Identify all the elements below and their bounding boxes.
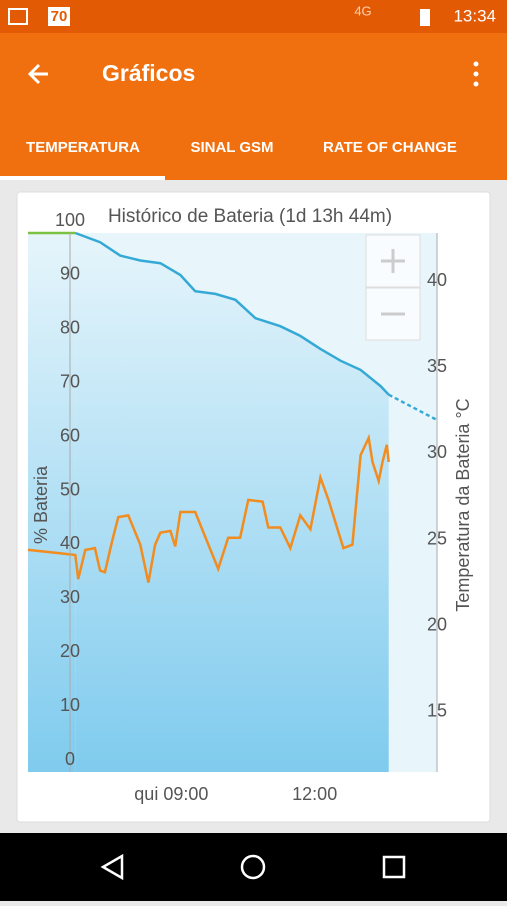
y2-tick-label: 40 [427, 270, 447, 290]
nav-recent[interactable] [382, 855, 406, 879]
status-bar [0, 0, 507, 33]
clock: 13:34 [453, 6, 496, 25]
nav-back[interactable] [100, 853, 124, 881]
y2-tick-label: 35 [427, 356, 447, 376]
y-axis-label: % Bateria [31, 465, 51, 544]
x-tick-label: qui 09:00 [134, 784, 208, 804]
battery-icon [420, 9, 430, 26]
battery-area [75, 233, 389, 772]
tab[interactable]: TEMPERATURA [26, 139, 140, 156]
zoom-out[interactable] [365, 287, 421, 341]
y2-tick-label: 20 [427, 614, 447, 634]
notif-text: 70 [51, 8, 68, 25]
chart-title: Histórico de Bateria (1d 13h 44m) [108, 206, 392, 227]
y-tick-label: 0 [65, 749, 75, 769]
y-tick-label: 40 [60, 533, 80, 553]
app-bar [0, 33, 507, 180]
series-line [74, 231, 390, 396]
zoom-in[interactable] [365, 234, 421, 288]
app-title: Gráficos [102, 60, 195, 86]
y2-tick-label: 15 [427, 700, 447, 720]
y2-tick-label: 30 [427, 442, 447, 462]
y-tick-label: 100 [55, 210, 85, 230]
nav-bar [0, 833, 507, 901]
series-line [388, 393, 438, 422]
y-tick-label: 10 [60, 695, 80, 715]
tab-indicator [0, 176, 165, 180]
network: 4G [354, 3, 371, 18]
y2-tick-label: 25 [427, 528, 447, 548]
series-line [27, 433, 390, 583]
y-tick-label: 20 [60, 641, 80, 661]
tab[interactable]: RATE OF CHANGE [323, 139, 457, 156]
y2-axis-label: Temperatura da Bateria °C [453, 398, 473, 611]
gallery-icon [8, 8, 28, 25]
y-tick-label: 50 [60, 479, 80, 499]
menu-button[interactable] [473, 61, 479, 87]
nav-home[interactable] [240, 854, 266, 880]
y-tick-label: 30 [60, 587, 80, 607]
back-button[interactable] [27, 63, 48, 85]
y-tick-label: 60 [60, 425, 80, 445]
notif-icon [48, 7, 70, 26]
y-tick-label: 70 [60, 371, 80, 391]
y-tick-label: 90 [60, 264, 80, 284]
y-tick-label: 80 [60, 318, 80, 338]
x-tick-label: 12:00 [292, 784, 337, 804]
charging-area [28, 233, 76, 772]
tab[interactable]: SINAL GSM [190, 139, 273, 156]
